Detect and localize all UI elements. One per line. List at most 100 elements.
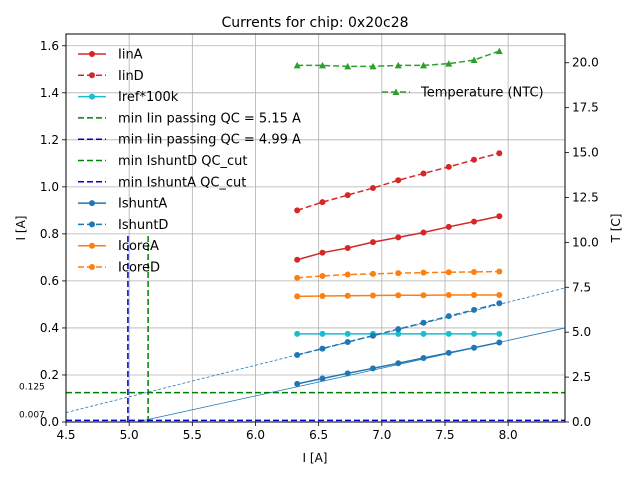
series-point-IinA-4 bbox=[395, 234, 402, 241]
legend-label-0: IinA bbox=[118, 48, 143, 63]
annotations: 0.125 0.007 bbox=[19, 383, 45, 421]
series-point-IshuntA-7 bbox=[471, 344, 478, 351]
series-point-IshuntA-3 bbox=[369, 365, 376, 372]
series-point-IinA-0 bbox=[294, 256, 301, 263]
y-axis-ticks: 0.0 0.2 0.4 0.6 0.8 1.0 1.2 1.4 1.6 bbox=[40, 39, 66, 429]
series-point-IcoreD-3 bbox=[369, 270, 376, 277]
series-point-IshuntA-5 bbox=[420, 355, 427, 362]
series-point-IinA-5 bbox=[420, 229, 427, 236]
series-point-IcoreD-7 bbox=[471, 268, 478, 275]
y2-tick-label-4: 10.0 bbox=[572, 235, 599, 249]
legend-marker-1 bbox=[89, 72, 95, 79]
y-tick-label-6: 1.2 bbox=[40, 133, 59, 147]
y2-axis-ticks: 0.0 2.5 5.0 7.5 10.0 12.5 15.0 17.5 20.0 bbox=[565, 56, 599, 429]
legend-label-3: min Iin passing QC = 5.15 A bbox=[118, 111, 301, 126]
data-series bbox=[294, 150, 503, 387]
series-point-IinD-0 bbox=[294, 207, 301, 214]
series-point-IinA-7 bbox=[471, 218, 478, 225]
y-tick-label-1: 0.2 bbox=[40, 368, 59, 382]
legend-label-10: IcoreD bbox=[118, 261, 160, 276]
series-point-IinD-3 bbox=[369, 185, 376, 192]
series-point-Iref*100k-0 bbox=[294, 330, 301, 337]
legend-label-1: IinD bbox=[118, 69, 144, 84]
temperature-point-3 bbox=[369, 62, 377, 70]
series-point-IcoreD-1 bbox=[319, 272, 326, 279]
chart-title: Currents for chip: 0x20c28 bbox=[221, 15, 408, 31]
grid bbox=[65, 34, 565, 423]
series-point-IcoreD-6 bbox=[445, 269, 452, 276]
series-point-IcoreA-6 bbox=[445, 292, 452, 299]
series-point-IinA-1 bbox=[319, 249, 326, 256]
temperature-point-0 bbox=[293, 61, 301, 69]
temperature-point-6 bbox=[445, 60, 453, 67]
temperature-point-4 bbox=[394, 61, 402, 69]
x-axis-ticks: 4.5 5.0 5.5 6.0 6.5 7.0 7.5 8.0 bbox=[56, 422, 518, 442]
y2-tick-label-6: 15.0 bbox=[572, 146, 599, 160]
series-point-Iref*100k-8 bbox=[496, 330, 503, 337]
series-point-IshuntA-0 bbox=[294, 380, 301, 387]
y-tick-label-4: 0.8 bbox=[40, 227, 59, 241]
series-point-IshuntD-7 bbox=[471, 306, 478, 313]
series-point-IcoreA-2 bbox=[344, 292, 351, 299]
series-point-IshuntD-2 bbox=[344, 339, 351, 346]
x-tick-label-5: 7.0 bbox=[372, 428, 391, 442]
legend-marker-10 bbox=[89, 264, 95, 270]
series-point-IshuntD-8 bbox=[496, 300, 503, 307]
series-point-IshuntD-3 bbox=[369, 332, 376, 339]
annotation-0: 0.125 bbox=[19, 383, 45, 393]
x-tick-label-4: 6.5 bbox=[309, 428, 328, 442]
plot-frame bbox=[65, 33, 566, 423]
temperature-point-7 bbox=[470, 56, 478, 64]
legend-marker-7 bbox=[89, 200, 95, 207]
series-point-Iref*100k-5 bbox=[420, 330, 427, 337]
series-point-IshuntA-8 bbox=[496, 339, 503, 346]
series-point-IinA-2 bbox=[344, 244, 351, 251]
legend-label-8: IshuntD bbox=[118, 218, 168, 233]
fit-lines bbox=[65, 287, 566, 423]
series-point-Iref*100k-2 bbox=[344, 330, 351, 337]
x-tick-label-3: 6.0 bbox=[246, 428, 265, 442]
series-point-IshuntA-1 bbox=[319, 375, 326, 382]
series-point-IinD-7 bbox=[471, 156, 478, 163]
series-point-IinD-8 bbox=[496, 150, 503, 157]
series-point-IinD-2 bbox=[344, 192, 351, 199]
x-tick-label-2: 5.5 bbox=[183, 428, 202, 442]
series-point-IinD-4 bbox=[395, 177, 402, 184]
y-tick-label-8: 1.6 bbox=[40, 39, 59, 53]
legend2-marker bbox=[392, 88, 400, 95]
series-point-IshuntA-4 bbox=[395, 360, 402, 367]
y-tick-label-7: 1.4 bbox=[40, 86, 59, 100]
legend-marker-0 bbox=[89, 51, 95, 57]
temperature-point-5 bbox=[420, 61, 428, 69]
series-point-IcoreD-4 bbox=[395, 270, 402, 277]
legend-label-4: min Iin passing QC = 4.99 A bbox=[118, 133, 301, 148]
temperature-point-2 bbox=[344, 62, 352, 70]
series-point-IcoreA-8 bbox=[496, 292, 503, 299]
series-point-IcoreD-2 bbox=[344, 271, 351, 278]
series-point-IcoreA-7 bbox=[471, 292, 478, 299]
series-point-IcoreD-8 bbox=[496, 268, 503, 275]
temperature-series bbox=[293, 47, 503, 70]
y-tick-label-3: 0.6 bbox=[40, 274, 59, 288]
legend-label-2: Iref*100k bbox=[118, 90, 179, 105]
series-point-Iref*100k-4 bbox=[395, 330, 402, 337]
series-point-IshuntD-4 bbox=[395, 326, 402, 333]
series-point-IcoreA-5 bbox=[420, 292, 427, 299]
legend-marker-8 bbox=[89, 221, 95, 228]
series-point-IshuntD-1 bbox=[319, 345, 326, 352]
legend-label-9: IcoreA bbox=[118, 239, 159, 254]
series-point-IinA-8 bbox=[496, 213, 503, 220]
series-point-IshuntA-2 bbox=[344, 370, 351, 377]
temperature-point-8 bbox=[495, 47, 503, 55]
y2-tick-label-1: 2.5 bbox=[572, 370, 591, 384]
y-tick-label-0: 0.0 bbox=[40, 415, 59, 429]
y2-tick-label-3: 7.5 bbox=[572, 280, 591, 294]
y-axis-label: I [A] bbox=[14, 216, 28, 241]
series-point-IcoreA-3 bbox=[369, 292, 376, 299]
annotation-1: 0.007 bbox=[19, 410, 45, 420]
legend-temperature: Temperature (NTC) bbox=[382, 86, 544, 101]
series-point-Iref*100k-6 bbox=[445, 330, 452, 337]
series-point-IinD-1 bbox=[319, 199, 326, 206]
series-point-IcoreD-5 bbox=[420, 269, 427, 276]
